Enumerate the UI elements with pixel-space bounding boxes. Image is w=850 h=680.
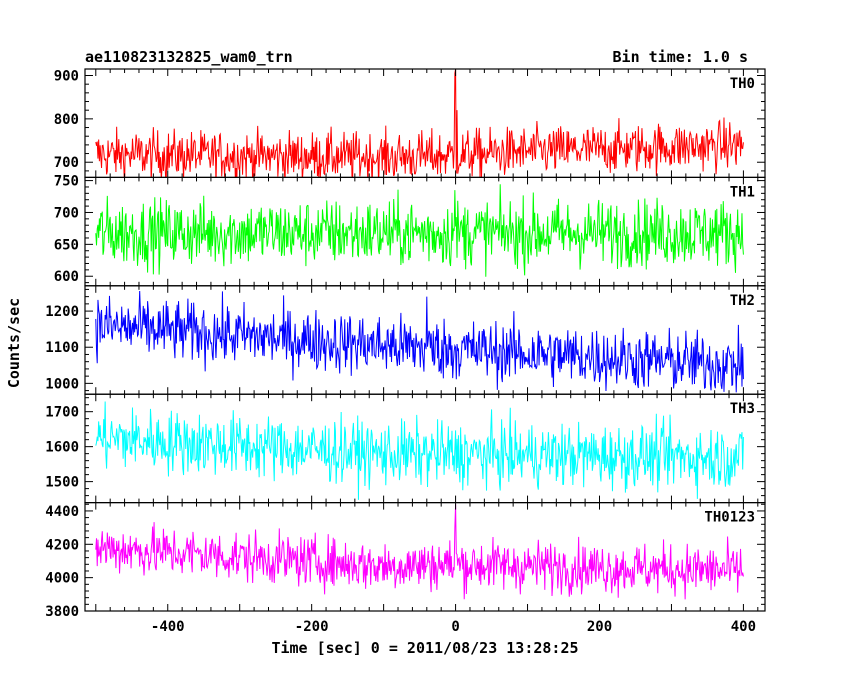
series-line-th0123 [95, 504, 744, 600]
x-tick-label: 400 [731, 619, 756, 635]
y-tick-label: 1500 [45, 475, 79, 491]
bin-time-label: Bin time: 1.0 s [613, 48, 748, 66]
x-tick-label: 0 [451, 619, 459, 635]
y-tick-label: 700 [54, 205, 79, 221]
panel-frame [84, 285, 766, 395]
y-tick-label: 650 [54, 237, 79, 253]
y-tick-label: 900 [54, 69, 79, 85]
y-tick-label: 700 [54, 155, 79, 171]
y-tick-label: 750 [54, 174, 79, 190]
y-tick-label: 4400 [45, 504, 79, 520]
y-axis-label: Counts/sec [5, 298, 23, 388]
series-line-th1 [95, 184, 744, 277]
panel-label-th3: TH3 [730, 401, 755, 417]
series-line-th2 [95, 290, 744, 393]
series-line-th3 [95, 401, 744, 500]
y-tick-label: 1000 [45, 376, 79, 392]
x-tick-label: -200 [295, 619, 329, 635]
y-tick-label: 4200 [45, 537, 79, 553]
panel-label-th0123: TH0123 [704, 510, 755, 526]
x-tick-label: -400 [151, 619, 185, 635]
x-tick-label: 200 [587, 619, 612, 635]
y-tick-label: 600 [54, 269, 79, 285]
y-tick-label: 1600 [45, 440, 79, 456]
y-tick-label: 1200 [45, 304, 79, 320]
y-tick-label: 1100 [45, 340, 79, 356]
y-tick-label: 1700 [45, 405, 79, 421]
x-axis-label: Time [sec] 0 = 2011/08/23 13:28:25 [271, 639, 578, 657]
y-tick-label: 3800 [45, 604, 79, 620]
y-tick-label: 4000 [45, 571, 79, 587]
series-line-th0 [95, 69, 744, 178]
panel-frame [84, 502, 766, 612]
y-tick-label: 800 [54, 112, 79, 128]
chart-title: ae110823132825_wam0_trn [85, 48, 293, 66]
panel-label-th1: TH1 [730, 184, 755, 200]
panel-label-th2: TH2 [730, 293, 755, 309]
panels: 700 800 900 TH0 600 650 700 750 TH1 1000 1100 1200 T… [45, 68, 766, 635]
panel-label-th0: TH0 [730, 76, 755, 92]
